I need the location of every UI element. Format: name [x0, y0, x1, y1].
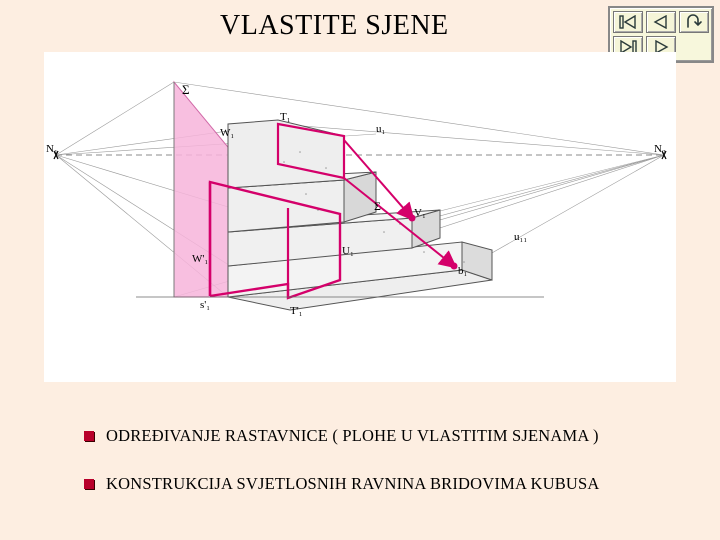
diagram-canvas: N₁ N₂ Σ T₁ W₁ u₁ Σ W'₁ s'₁ U₁ T'₁ V₁ u₁₁…	[44, 52, 676, 382]
bullet-icon	[84, 479, 94, 489]
svg-text:U₁: U₁	[342, 245, 354, 257]
bar-left-triangle-icon	[618, 15, 638, 29]
nav-row-top	[613, 11, 709, 33]
svg-text:W'₁: W'₁	[192, 253, 208, 265]
list-item: ODREĐIVANJE RASTAVNICE ( PLOHE U VLASTIT…	[84, 426, 664, 446]
bullet-icon	[84, 431, 94, 441]
page-title: VLASTITE SJENE	[220, 10, 449, 42]
left-triangle-icon	[651, 15, 671, 29]
svg-text:b₁: b₁	[458, 265, 468, 277]
svg-text:Σ: Σ	[182, 82, 190, 97]
list-item: KONSTRUKCIJA SVJETLOSNIH RAVNINA BRIDOVI…	[84, 474, 664, 494]
svg-text:s'₁: s'₁	[200, 299, 210, 311]
nav-return[interactable]	[679, 11, 709, 33]
svg-text:u₁: u₁	[376, 123, 386, 135]
svg-text:T₁: T₁	[280, 111, 291, 123]
bullet-list: ODREĐIVANJE RASTAVNICE ( PLOHE U VLASTIT…	[84, 426, 664, 522]
svg-text:T'₁: T'₁	[290, 305, 303, 317]
svg-text:N₁: N₁	[46, 143, 58, 155]
svg-text:W₁: W₁	[220, 127, 234, 139]
bullet-text-2: KONSTRUKCIJA SVJETLOSNIH RAVNINA BRIDOVI…	[106, 474, 600, 494]
svg-text:u₁₁: u₁₁	[514, 231, 527, 243]
svg-text:N₂: N₂	[654, 143, 666, 155]
bullet-text-1: ODREĐIVANJE RASTAVNICE ( PLOHE U VLASTIT…	[106, 426, 599, 446]
u-turn-icon	[683, 14, 705, 30]
perspective-diagram: N₁ N₂ Σ T₁ W₁ u₁ Σ W'₁ s'₁ U₁ T'₁ V₁ u₁₁…	[44, 52, 676, 382]
nav-first[interactable]	[613, 11, 643, 33]
nav-prev[interactable]	[646, 11, 676, 33]
svg-text:V₁: V₁	[414, 207, 426, 219]
svg-text:Σ: Σ	[374, 199, 381, 213]
